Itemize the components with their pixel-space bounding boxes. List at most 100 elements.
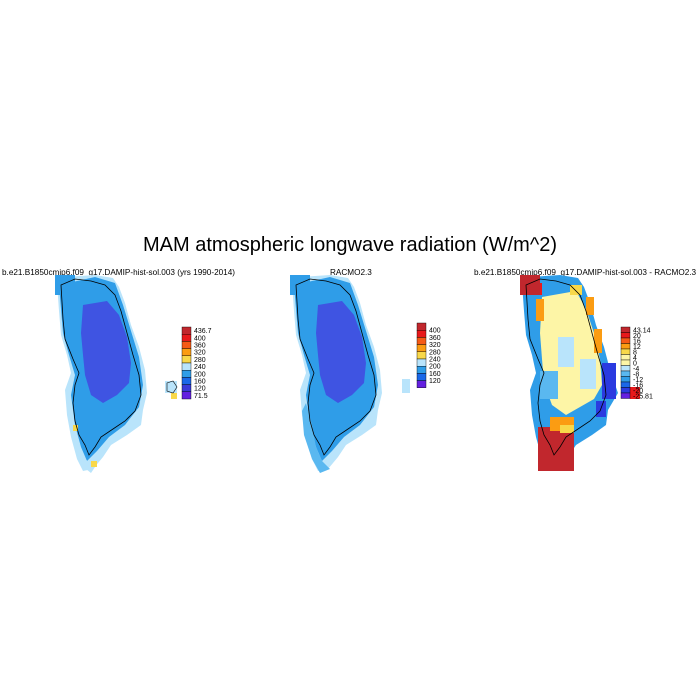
- island-coastline: [166, 380, 178, 394]
- colorbar-swatch: [181, 391, 192, 400]
- colorbar-tick-label: 20: [633, 333, 641, 340]
- warm-patch-2: [570, 285, 582, 295]
- colorbar-tick-label: 71.5: [194, 393, 208, 400]
- colorbar-tick-label: 12: [633, 344, 641, 351]
- colorbar-tick-label: -4: [633, 366, 639, 373]
- south-field: [302, 403, 330, 473]
- colorbar-tick-label: 400: [429, 328, 441, 335]
- negative-patch-1: [558, 337, 574, 367]
- colorbar-tick-label: 360: [194, 343, 206, 350]
- island-red-field: [630, 387, 640, 399]
- colorbar-tick-label: 200: [194, 371, 206, 378]
- colorbar-tick-label: -8: [633, 371, 639, 378]
- colorbar-swatch: [181, 362, 192, 371]
- south-yellow-field: [560, 425, 574, 433]
- colorbar-swatch: [416, 344, 427, 352]
- colorbar-tick-label: 200: [429, 364, 441, 371]
- colorbar-tick-label: 436.7: [194, 328, 212, 335]
- colorbar-tick-label: -25.81: [633, 393, 653, 400]
- outlying-island-field: [165, 381, 177, 393]
- colorbar-tick-label: -16: [633, 382, 643, 389]
- colorbar-swatch: [416, 380, 427, 388]
- colorbar-swatch: [416, 322, 427, 331]
- panel-1-title: b.e21.B1850cmip6.f09_g17.DAMIP-hist-sol.…: [2, 268, 236, 277]
- coastal-warm-cell-2: [91, 461, 97, 467]
- colorbar-tick-label: 400: [194, 335, 206, 342]
- colorbar-swatch: [181, 348, 192, 356]
- colorbar-swatch: [620, 343, 631, 350]
- colorbar-swatch: [416, 337, 427, 345]
- colorbar-tick-label: 320: [429, 342, 441, 349]
- svalbard-field: [55, 275, 75, 295]
- colorbar-swatch: [620, 337, 631, 344]
- svalbard-field: [520, 275, 540, 295]
- warm-patch-3: [586, 297, 594, 315]
- colorbar-swatch: [416, 358, 427, 367]
- colorbar-swatch: [181, 355, 192, 364]
- figure-title: MAM atmospheric longwave radiation (W/m^…: [143, 234, 557, 256]
- colorbar-tick-label: 160: [429, 371, 441, 378]
- colorbar-tick-label: 16: [633, 338, 641, 345]
- colorbar-tick-label: 0: [633, 360, 637, 367]
- colorbar-swatch: [620, 359, 631, 366]
- colorbar-swatch: [620, 387, 631, 394]
- colorbar-swatch: [416, 330, 427, 338]
- panel-2-title: RACMO2.3: [330, 268, 372, 277]
- colorbar-swatch: [416, 365, 427, 374]
- colorbar-swatch: [620, 332, 631, 339]
- negative-patch-2: [540, 371, 558, 399]
- coastal-warm-cell-3: [171, 393, 177, 399]
- greenland-outer-field: [55, 275, 177, 473]
- colorbar-tick-label: 360: [429, 335, 441, 342]
- colorbar-tick-label: 240: [194, 364, 206, 371]
- panel-3-title: b.e21.B1850cmip6.f09_g17.DAMIP-hist-sol.…: [474, 268, 697, 277]
- colorbar-tick-label: -20: [633, 388, 643, 395]
- colorbar-swatch: [181, 384, 192, 392]
- coastline: [295, 278, 377, 456]
- svalbard-field: [290, 275, 310, 295]
- outlying-island-field: [402, 379, 410, 393]
- colorbar-swatch: [620, 365, 631, 372]
- colorbar-swatch: [416, 373, 427, 381]
- colorbar-swatch: [620, 348, 631, 355]
- colorbar-tick-label: 240: [429, 357, 441, 364]
- colorbar-swatch: [181, 326, 192, 335]
- negative-patch-3: [580, 359, 596, 389]
- colorbar-swatch: [181, 377, 192, 385]
- colorbar-swatch: [620, 376, 631, 383]
- warm-patch-1: [536, 299, 544, 321]
- colorbar-tick-label: -12: [633, 377, 643, 384]
- colorbar-tick-label: 160: [194, 379, 206, 386]
- colorbar-swatch: [181, 341, 192, 349]
- coastline: [525, 278, 607, 456]
- colorbar-swatch: [620, 354, 631, 361]
- colorbar-tick-label: 43.14: [633, 327, 651, 334]
- colorbar-tick-label: 120: [429, 378, 441, 385]
- colorbar-tick-label: 4: [633, 355, 637, 362]
- colorbar-swatch: [416, 351, 427, 360]
- interior-field: [81, 301, 131, 403]
- colorbar-tick-label: 120: [194, 386, 206, 393]
- blue-edge-1: [602, 363, 616, 399]
- south-tip-field: [69, 415, 95, 473]
- interior-field: [316, 301, 366, 403]
- colorbar-swatch: [181, 334, 192, 342]
- colorbar-tick-label: 320: [194, 350, 206, 357]
- colorbar-swatch: [181, 369, 192, 378]
- colorbar-tick-label: 8: [633, 349, 637, 356]
- coastline: [60, 278, 142, 456]
- colorbar-swatch: [620, 392, 631, 399]
- greenland-outer-field: [290, 275, 410, 473]
- colorbar-swatch: [620, 381, 631, 388]
- colorbar-swatch: [620, 370, 631, 377]
- warm-patch-4: [594, 329, 602, 353]
- coastal-warm-cell-1: [73, 425, 78, 431]
- colorbar-swatch: [620, 326, 631, 333]
- colorbar-tick-label: 280: [429, 349, 441, 356]
